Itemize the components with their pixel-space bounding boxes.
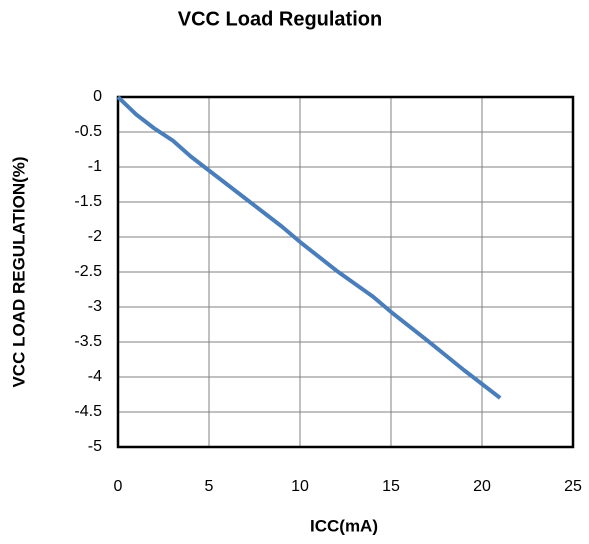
x-tick-label: 25 bbox=[564, 478, 582, 495]
y-tick-label: -4.5 bbox=[74, 403, 102, 420]
x-tick-label: 15 bbox=[382, 478, 400, 495]
plot-frame bbox=[116, 95, 575, 449]
x-axis-label: ICC(mA) bbox=[310, 516, 378, 535]
y-tick-label: -2 bbox=[88, 228, 102, 245]
y-tick-label: -1 bbox=[88, 158, 102, 175]
y-tick-label: -0.5 bbox=[74, 123, 102, 140]
x-tick-label: 0 bbox=[114, 478, 123, 495]
y-tick-label: -1.5 bbox=[74, 193, 102, 210]
y-tick-label: -5 bbox=[88, 438, 102, 455]
y-tick-label: -4 bbox=[88, 368, 102, 385]
x-tick-label: 10 bbox=[291, 478, 309, 495]
y-tick-label: 0 bbox=[93, 88, 102, 105]
chart-title: VCC Load Regulation bbox=[178, 8, 382, 30]
y-tick-label: -2.5 bbox=[74, 263, 102, 280]
y-tick-label: -3 bbox=[88, 298, 102, 315]
x-tick-label: 5 bbox=[205, 478, 214, 495]
y-tick-label: -3.5 bbox=[74, 333, 102, 350]
x-tick-label: 20 bbox=[473, 478, 491, 495]
y-axis-label: VCC LOAD REGULATION(%) bbox=[9, 156, 28, 387]
data-line bbox=[116, 95, 502, 400]
